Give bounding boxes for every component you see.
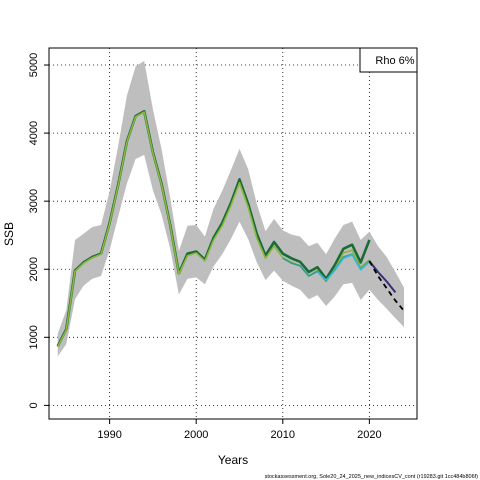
- y-tick-label: 3000: [28, 189, 40, 213]
- x-axis-title: Years: [218, 453, 248, 467]
- plot-frame: [48, 47, 418, 420]
- x-axis: 1990 2000 2010 2020: [97, 419, 382, 441]
- x-tick-label: 2020: [357, 429, 381, 441]
- y-tick-label: 0: [28, 402, 40, 408]
- source-caption: stockassessment.org, Sole20_24_2025_new_…: [265, 474, 479, 480]
- series-line-peel-3: [316, 254, 379, 281]
- series-line-forecast-dashed: [368, 260, 405, 312]
- x-tick-label: 1990: [97, 429, 121, 441]
- confidence-band-layer: [57, 60, 404, 357]
- y-tick-label: 5000: [28, 53, 40, 77]
- y-tick-label: 4000: [28, 121, 40, 145]
- series-line-forecast: [368, 260, 397, 294]
- x-tick-label: 2000: [184, 429, 208, 441]
- y-tick-label: 1000: [28, 325, 40, 349]
- y-axis-title: SSB: [2, 222, 16, 246]
- legend: Rho 6%: [359, 47, 418, 73]
- x-tick-label: 2010: [271, 429, 295, 441]
- y-axis: 0 1000 2000 3000 4000 5000: [28, 53, 49, 408]
- legend-box: [359, 47, 418, 73]
- y-tick-label: 2000: [28, 257, 40, 281]
- legend-label: Rho 6%: [375, 55, 414, 67]
- confidence-band: [57, 60, 404, 357]
- series-lines-layer: [56, 110, 405, 348]
